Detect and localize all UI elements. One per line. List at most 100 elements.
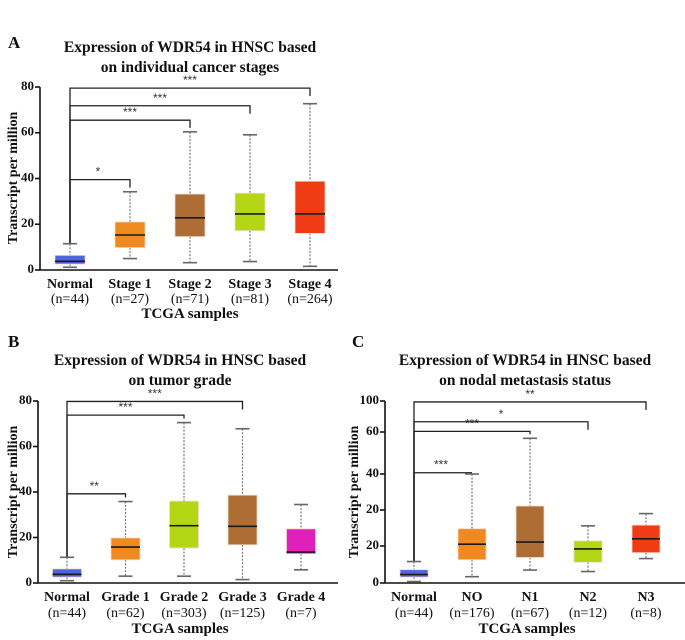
panel-a-y-ticks: 0 20 40 60 80 — [21, 78, 40, 276]
panel-letter-c: C — [352, 332, 364, 351]
panel-b-y-axis-label: Transcript per million — [6, 426, 21, 559]
panel-c-sample-size-label: (n=8) — [630, 606, 662, 621]
panel-c-y-tick-label: 20 — [366, 537, 379, 552]
panel-c-title-line1: Expression of WDR54 in HNSC based — [399, 352, 652, 369]
panel-b-category-label: Normal — [44, 590, 90, 605]
panel-b-sample-size-label: (n=62) — [106, 606, 145, 621]
panel-a-box-2 — [174, 131, 206, 264]
panel-b-title-line1: Expression of WDR54 in HNSC based — [54, 352, 307, 369]
panel-a-y-tick-label: 0 — [28, 261, 35, 276]
panel-c: C Expression of WDR54 in HNSC based on n… — [347, 332, 685, 637]
panel-a-significance-label: *** — [153, 91, 167, 105]
panel-b-sample-size-label: (n=125) — [220, 606, 266, 621]
panel-a-category-label: Stage 4 — [288, 277, 331, 292]
iqr-box — [54, 254, 86, 265]
panel-c-plot: ********* — [384, 387, 685, 584]
panel-c-sample-size-label: (n=44) — [395, 606, 434, 621]
panel-a-title-line1: Expression of WDR54 in HNSC based — [64, 39, 317, 56]
panel-c-category-label: N3 — [637, 590, 654, 605]
panel-c-category-label: N2 — [579, 590, 596, 605]
panel-b-significance-label: ** — [90, 479, 100, 493]
panel-b-box-4 — [286, 503, 316, 571]
panel-a-comparison-bracket — [69, 87, 311, 244]
panel-c-category-label: NO — [462, 590, 483, 605]
panel-a-title-line2: on individual cancer stages — [101, 59, 279, 76]
panel-c-y-ticks: 0 20 20 40 60 100 — [360, 392, 385, 589]
panel-b-y-tick-label: 40 — [19, 483, 32, 498]
panel-b-category-label: Grade 3 — [218, 590, 267, 605]
panel-c-title-line2: on nodal metastasis status — [439, 372, 611, 389]
panel-a-category-label: Stage 1 — [108, 277, 151, 292]
panel-a-y-axis-label: Transcript per million — [6, 112, 21, 245]
panel-c-significance-label: *** — [465, 416, 479, 430]
panel-b: B Expression of WDR54 in HNSC based on t… — [6, 332, 338, 637]
panel-a-box-1 — [114, 190, 146, 260]
panel-b-category-label: Grade 4 — [277, 590, 326, 605]
panel-c-box-1 — [457, 473, 487, 578]
iqr-box — [169, 500, 199, 549]
panel-a-category-label: Normal — [47, 277, 93, 292]
panel-letter-b: B — [8, 332, 19, 351]
panel-a-categories: Normal(n=44) Stage 1(n=27) Stage 2(n=71) St… — [47, 277, 333, 307]
panel-a-y-tick-label: 20 — [21, 215, 34, 230]
panel-b-box-1 — [110, 500, 141, 577]
panel-c-comparison-bracket — [413, 401, 647, 562]
panel-b-category-label: Grade 2 — [160, 590, 209, 605]
panel-c-significance-label: * — [499, 407, 504, 421]
panel-c-y-axis-label: Transcript per million — [347, 426, 362, 559]
panel-c-y-tick-label: 40 — [366, 465, 379, 480]
panel-b-sample-size-label: (n=44) — [48, 606, 87, 621]
panel-b-comparison-bracket — [66, 414, 185, 558]
panel-a-significance-label: *** — [123, 105, 137, 119]
panel-a-significance-label: * — [96, 165, 101, 179]
iqr-box — [399, 569, 429, 578]
iqr-box — [294, 180, 326, 234]
panel-c-significance-label: ** — [525, 387, 535, 401]
iqr-box — [573, 540, 603, 563]
panel-c-box-3 — [573, 525, 603, 573]
panel-b-x-axis-label: TCGA samples — [131, 621, 228, 637]
iqr-box — [110, 537, 141, 561]
panel-a-plot: ********** — [39, 73, 338, 271]
panel-c-box-0 — [399, 560, 429, 583]
panel-b-category-label: Grade 1 — [101, 590, 150, 605]
panel-b-comparison-bracket — [66, 400, 244, 558]
panel-a-box-3 — [234, 134, 266, 263]
panel-a-sample-size-label: (n=81) — [231, 292, 270, 307]
panel-b-plot: ******** — [37, 386, 338, 584]
panel-a-category-label: Stage 2 — [168, 277, 211, 292]
panel-b-significance-label: *** — [148, 386, 162, 400]
panel-a-y-tick-label: 80 — [21, 78, 34, 93]
panel-c-y-tick-label: 20 — [366, 501, 379, 516]
iqr-box — [515, 505, 545, 558]
iqr-box — [52, 568, 82, 578]
panel-a-significance-label: *** — [183, 73, 197, 87]
panel-c-sample-size-label: (n=176) — [449, 606, 495, 621]
panel-b-y-ticks: 0 20 40 60 80 — [19, 392, 38, 589]
panel-c-sample-size-label: (n=67) — [511, 606, 550, 621]
panel-c-category-label: N1 — [521, 590, 538, 605]
panel-c-y-tick-label: 60 — [366, 423, 379, 438]
panel-c-category-label: Normal — [391, 590, 437, 605]
panel-a-y-tick-label: 40 — [21, 169, 34, 184]
panel-b-sample-size-label: (n=7) — [285, 606, 317, 621]
panel-c-categories: Normal(n=44) NO(n=176) N1(n=67) N2(n=12) N3(… — [391, 590, 662, 621]
panel-a-box-4 — [294, 102, 326, 268]
iqr-box — [286, 528, 316, 555]
panel-b-y-tick-label: 80 — [19, 392, 32, 407]
panel-c-box-2 — [515, 437, 545, 571]
panel-a-category-label: Stage 3 — [228, 277, 271, 292]
panel-c-box-4 — [631, 512, 661, 560]
panel-a-box-0 — [54, 242, 86, 269]
panel-a: A Expression of WDR54 in HNSC based on i… — [6, 33, 338, 322]
panel-letter-a: A — [8, 33, 21, 52]
panel-c-comparison-bracket — [413, 421, 589, 562]
panel-b-sample-size-label: (n=303) — [161, 606, 207, 621]
panel-a-y-tick-label: 60 — [21, 124, 34, 139]
panel-b-y-tick-label: 60 — [19, 437, 32, 452]
iqr-box — [174, 193, 206, 238]
panel-c-sample-size-label: (n=12) — [569, 606, 608, 621]
panel-a-sample-size-label: (n=264) — [287, 292, 333, 307]
iqr-box — [227, 494, 258, 546]
